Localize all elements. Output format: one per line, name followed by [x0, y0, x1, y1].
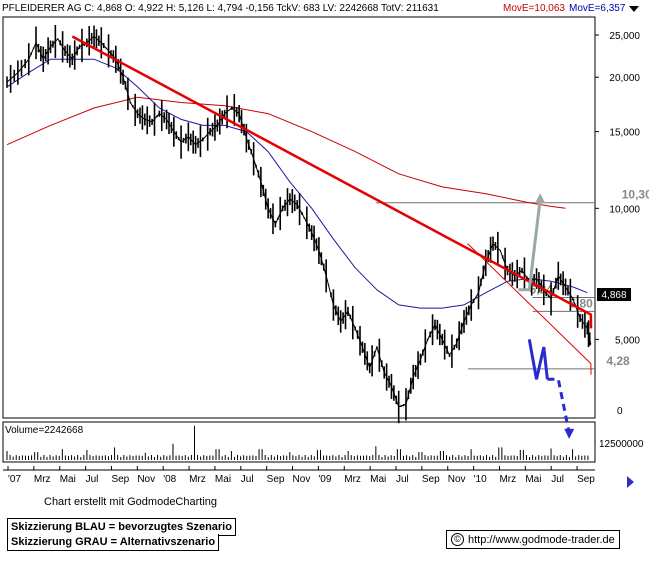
- volume-label: Volume=2242668: [5, 425, 84, 436]
- y-tick-label: 15,000: [609, 128, 640, 139]
- x-tick-label: Nov: [293, 474, 311, 485]
- x-tick-label: Sep: [267, 474, 285, 485]
- x-tick-label: Mrz: [189, 474, 206, 485]
- chart-header-move1: MovE=10,063: [503, 3, 565, 14]
- y-tick-label: 20,000: [609, 73, 640, 84]
- x-tick-label: Mai: [215, 474, 231, 485]
- moving-averages: [6, 58, 588, 309]
- chart-header-info: PFLEIDERER AG C: 4,868 O: 4,922 H: 5,126…: [2, 3, 439, 14]
- x-tick-label: Mrz: [34, 474, 51, 485]
- x-tick-label: Mrz: [499, 474, 516, 485]
- y-tick-label: 25,000: [609, 31, 640, 42]
- y-tick-label: 5,000: [615, 335, 640, 346]
- x-tick-label: Jul: [396, 474, 409, 485]
- scenario-blue-path: [527, 339, 549, 380]
- x-tick-label: Sep: [577, 474, 595, 485]
- scenario-grey-arrow: [518, 198, 542, 292]
- trend-lines: [71, 35, 593, 375]
- y-axis: 25,000 20,000 15,000 10,000 5,000: [595, 31, 640, 346]
- x-tick-label: Jul: [241, 474, 254, 485]
- scenario-blue-arrowhead: [564, 428, 575, 439]
- x-tick-label: Mai: [60, 474, 76, 485]
- x-tick-label: '10: [474, 474, 487, 485]
- ma-slow-line: [6, 96, 566, 209]
- x-tick-label: Jul: [551, 474, 564, 485]
- x-tick-label: Mai: [525, 474, 541, 485]
- x-tick-label: '08: [163, 474, 176, 485]
- ma-fast-line: [6, 58, 588, 309]
- y-bottom-label: 0: [617, 406, 623, 417]
- volume-series: [6, 425, 589, 460]
- y-tick-label: 10,000: [609, 204, 640, 215]
- x-tick-label: '07: [8, 474, 21, 485]
- scenario-sketches: [518, 193, 575, 439]
- x-tick-label: Nov: [137, 474, 155, 485]
- x-tick-label: Sep: [111, 474, 129, 485]
- x-tick-label: Mrz: [344, 474, 361, 485]
- collapse-arrow-icon[interactable]: [629, 6, 639, 12]
- price-line: [6, 35, 592, 408]
- x-tick-label: Nov: [448, 474, 466, 485]
- volume-tick-label: 12500000: [599, 439, 644, 450]
- channel-trend-line: [467, 243, 592, 375]
- resistance-trend-line: [71, 35, 593, 329]
- chart-credit: Chart erstellt mit GodmodeCharting: [44, 496, 218, 508]
- x-tick-label: Jul: [86, 474, 99, 485]
- scenario-grey-arrowhead: [535, 193, 546, 204]
- source-url[interactable]: http://www.godmode-trader.de: [468, 533, 615, 546]
- last-price-box: 4,868: [597, 288, 631, 301]
- volume-panel-frame: [2, 421, 596, 463]
- scenario-blue-dashed-path: [547, 377, 571, 434]
- scroll-right-icon[interactable]: [627, 476, 634, 488]
- price-series: [6, 24, 592, 424]
- x-axis: '07 Mrz Mai Jul Sep Nov '08 Mrz Mai Jul Sep Nov '09 M…: [3, 466, 595, 485]
- level-label: 4,28: [606, 354, 630, 368]
- last-price-label: 4,868: [601, 290, 626, 301]
- source-link[interactable]: © http://www.godmode-trader.de: [446, 530, 620, 549]
- legend-grey-scenario: Skizzierung GRAU = Alternativszenario: [7, 534, 220, 551]
- x-tick-label: Mai: [370, 474, 386, 485]
- copyright-icon: ©: [451, 533, 464, 546]
- price-panel-frame: [2, 16, 596, 419]
- level-label: 10,30: [622, 188, 649, 202]
- legend-blue-scenario: Skizzierung BLAU = bevorzugtes Szenario: [7, 518, 236, 536]
- x-tick-label: '09: [318, 474, 331, 485]
- chart-header-move2: MovE=6,357: [569, 3, 626, 14]
- x-tick-label: Sep: [422, 474, 440, 485]
